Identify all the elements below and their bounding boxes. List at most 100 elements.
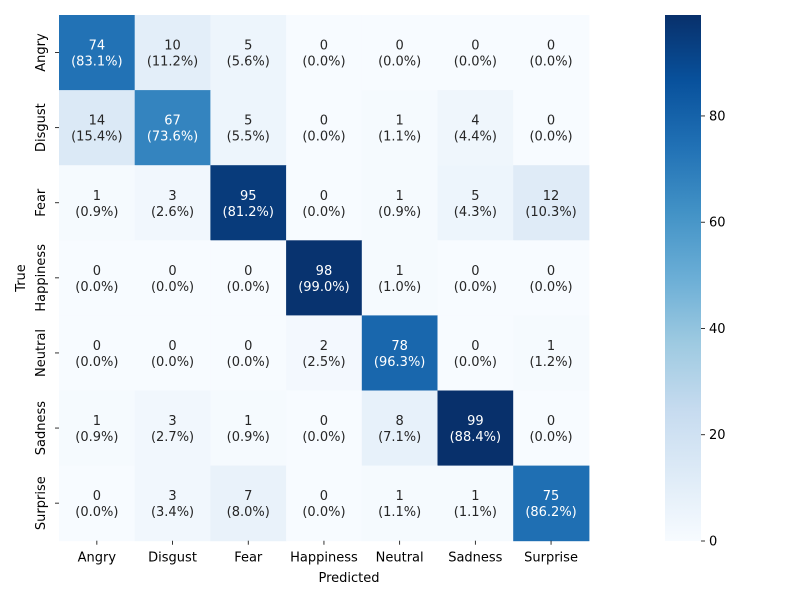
heatmap-cell-r5-c3 xyxy=(286,390,363,467)
x-tick-label-happiness: Happiness xyxy=(290,551,358,566)
cell-percent-r6-c5: (1.1%) xyxy=(454,505,497,520)
cell-count-r2-c5: 5 xyxy=(471,189,479,204)
heatmap-cell-r0-c1 xyxy=(134,15,211,91)
heatmap-cell-r5-c5 xyxy=(437,390,514,467)
cell-count-r5-c6: 0 xyxy=(547,414,555,429)
cell-count-r3-c4: 1 xyxy=(396,264,404,279)
cell-count-r5-c5: 99 xyxy=(467,414,484,429)
cell-count-r6-c5: 1 xyxy=(471,489,479,504)
cell-percent-r2-c0: (0.9%) xyxy=(75,205,118,220)
cell-percent-r0-c5: (0.0%) xyxy=(454,55,497,70)
cell-percent-r6-c0: (0.0%) xyxy=(75,505,118,520)
cell-percent-r3-c3: (99.0%) xyxy=(298,280,349,295)
y-tick-label-sadness: Sadness xyxy=(34,401,49,455)
heatmap-cell-r1-c6 xyxy=(513,90,590,166)
cell-count-r1-c0: 14 xyxy=(89,114,106,129)
heatmap-cell-r1-c4 xyxy=(361,90,438,166)
cell-percent-r1-c4: (1.1%) xyxy=(378,130,421,145)
cell-count-r1-c6: 0 xyxy=(547,114,555,129)
cell-count-r1-c5: 4 xyxy=(471,114,479,129)
heatmap-cell-r3-c0 xyxy=(59,240,136,316)
cell-count-r0-c1: 10 xyxy=(164,39,181,54)
cell-percent-r3-c1: (0.0%) xyxy=(151,280,194,295)
cell-percent-r5-c2: (0.9%) xyxy=(227,430,270,445)
x-axis: Angry Disgust Fear Happiness Neutral Sadness S… xyxy=(78,540,578,566)
cell-count-r5-c0: 1 xyxy=(93,414,101,429)
cell-count-r4-c0: 0 xyxy=(93,339,101,354)
cell-count-r5-c4: 8 xyxy=(396,414,404,429)
cell-percent-r1-c1: (73.6%) xyxy=(147,130,198,145)
cell-count-r4-c2: 0 xyxy=(244,339,252,354)
heatmap-cell-r6-c5 xyxy=(437,465,514,542)
cell-count-r0-c6: 0 xyxy=(547,39,555,54)
cell-percent-r3-c6: (0.0%) xyxy=(529,280,572,295)
heatmap-cell-r5-c4 xyxy=(361,390,438,467)
cell-count-r6-c4: 1 xyxy=(396,489,404,504)
heatmap-cell-r0-c6 xyxy=(513,15,590,91)
cell-count-r6-c2: 7 xyxy=(244,489,252,504)
heatmap-cell-r6-c1 xyxy=(134,465,211,542)
heatmap-cell-r1-c5 xyxy=(437,90,514,166)
y-tick-label-fear: Fear xyxy=(34,188,49,217)
cell-percent-r0-c6: (0.0%) xyxy=(529,55,572,70)
heatmap-cell-r3-c3 xyxy=(286,240,363,316)
heatmap-cell-r6-c4 xyxy=(361,465,438,542)
cell-count-r5-c2: 1 xyxy=(244,414,252,429)
heatmap-cell-r1-c3 xyxy=(286,90,363,166)
cell-percent-r5-c0: (0.9%) xyxy=(75,430,118,445)
heatmap-cell-r2-c0 xyxy=(59,165,136,241)
cell-percent-r5-c6: (0.0%) xyxy=(529,430,572,445)
x-tick-label-surprise: Surprise xyxy=(524,551,578,566)
cell-count-r2-c0: 1 xyxy=(93,189,101,204)
colorbar-tick-label-40: 40 xyxy=(709,322,726,337)
cell-percent-r5-c3: (0.0%) xyxy=(302,430,345,445)
cell-percent-r6-c3: (0.0%) xyxy=(302,505,345,520)
y-tick-label-neutral: Neutral xyxy=(34,329,49,377)
x-tick-label-angry: Angry xyxy=(78,551,117,566)
x-tick-label-disgust: Disgust xyxy=(148,551,197,566)
heatmap-cell-r4-c6 xyxy=(513,315,590,391)
cell-count-r4-c3: 2 xyxy=(320,339,328,354)
y-axis: Angry Disgust Fear Happiness Neutral Sadness S… xyxy=(34,33,59,530)
cell-count-r2-c6: 12 xyxy=(543,189,560,204)
cell-count-r2-c4: 1 xyxy=(396,189,404,204)
cell-percent-r6-c4: (1.1%) xyxy=(378,505,421,520)
heatmap-cell-r1-c2 xyxy=(210,90,287,166)
cell-count-r0-c2: 5 xyxy=(244,39,252,54)
cell-count-r4-c5: 0 xyxy=(471,339,479,354)
heatmap-cell-labels: 74(83.1%)10(11.2%)5(5.6%)0(0.0%)0(0.0%)0… xyxy=(71,39,577,521)
heatmap-cell-r5-c6 xyxy=(513,390,590,467)
cell-count-r5-c1: 3 xyxy=(168,414,176,429)
x-tick-label-fear: Fear xyxy=(234,551,263,566)
colorbar-gradient xyxy=(665,15,701,541)
cell-count-r4-c4: 78 xyxy=(391,339,408,354)
heatmap-cell-r2-c6 xyxy=(513,165,590,241)
cell-count-r6-c1: 3 xyxy=(168,489,176,504)
cell-count-r3-c3: 98 xyxy=(316,264,333,279)
heatmap-cell-r0-c5 xyxy=(437,15,514,91)
cell-percent-r0-c1: (11.2%) xyxy=(147,55,198,70)
cell-percent-r3-c4: (1.0%) xyxy=(378,280,421,295)
cell-count-r1-c1: 67 xyxy=(164,114,181,129)
cell-percent-r5-c1: (2.7%) xyxy=(151,430,194,445)
cell-percent-r0-c4: (0.0%) xyxy=(378,55,421,70)
cell-percent-r1-c2: (5.5%) xyxy=(227,130,270,145)
cell-percent-r2-c4: (0.9%) xyxy=(378,205,421,220)
cell-percent-r4-c4: (96.3%) xyxy=(374,355,425,370)
heatmap-cell-r5-c1 xyxy=(134,390,211,467)
cell-count-r1-c2: 5 xyxy=(244,114,252,129)
heatmap-cell-r1-c1 xyxy=(134,90,211,166)
cell-count-r3-c0: 0 xyxy=(93,264,101,279)
cell-percent-r3-c5: (0.0%) xyxy=(454,280,497,295)
cell-percent-r6-c6: (86.2%) xyxy=(525,505,576,520)
colorbar-tick-label-80: 80 xyxy=(709,109,726,124)
heatmap-cell-r3-c2 xyxy=(210,240,287,316)
cell-percent-r2-c3: (0.0%) xyxy=(302,205,345,220)
cell-percent-r4-c2: (0.0%) xyxy=(227,355,270,370)
heatmap-cell-r6-c0 xyxy=(59,465,136,542)
heatmap-cell-r6-c2 xyxy=(210,465,287,542)
cell-percent-r0-c2: (5.6%) xyxy=(227,55,270,70)
cell-count-r3-c2: 0 xyxy=(244,264,252,279)
y-tick-label-disgust: Disgust xyxy=(34,103,49,152)
cell-count-r3-c5: 0 xyxy=(471,264,479,279)
